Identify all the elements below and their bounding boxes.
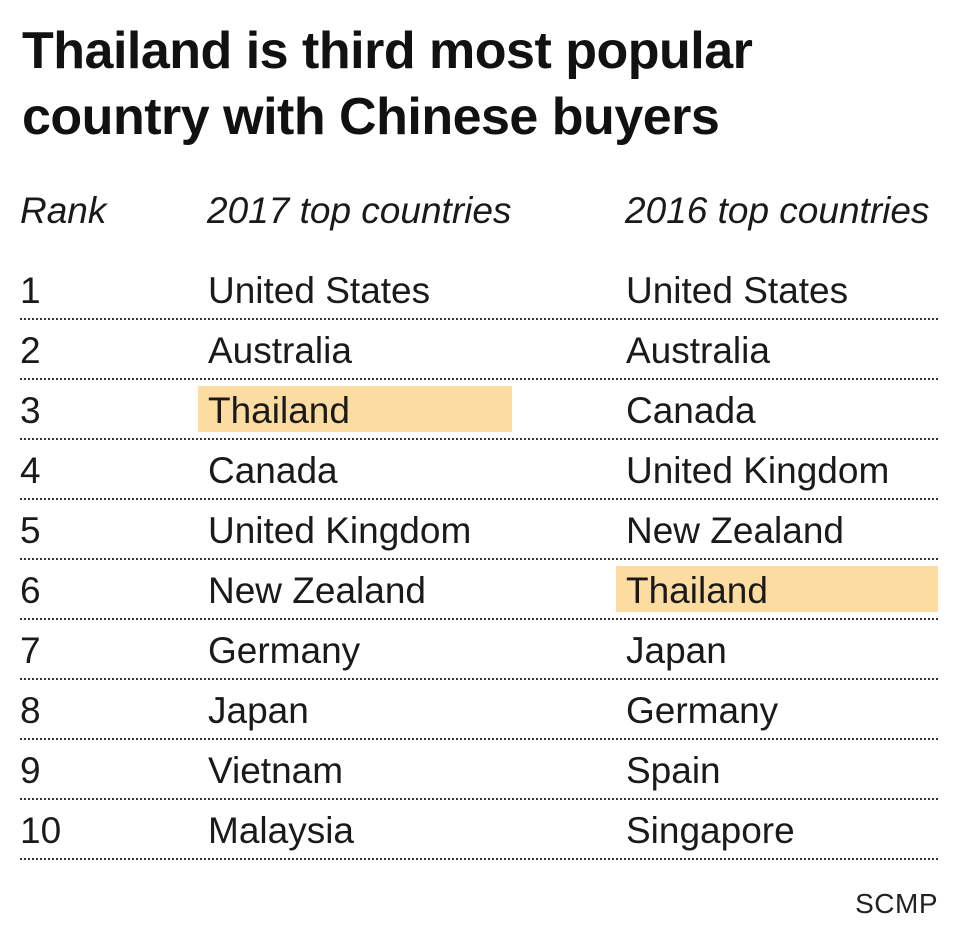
table-row: 9 Vietnam Spain [20, 740, 938, 800]
table-row: 7 Germany Japan [20, 620, 938, 680]
rank-cell: 2 [20, 330, 41, 371]
chart-title: Thailand is third most popular country w… [22, 22, 753, 146]
country-2017-cell: United States [208, 270, 431, 311]
table-row: 6 New Zealand Thailand [20, 560, 938, 620]
country-2016-cell: Japan [626, 630, 727, 671]
country-2016-cell: Canada [626, 390, 756, 431]
country-2017-cell: Malaysia [208, 810, 354, 851]
country-2017-cell: Canada [208, 450, 338, 491]
column-header-2017: 2017 top countries [207, 190, 512, 231]
country-2016-cell: United States [626, 270, 849, 311]
country-2016-cell: Australia [626, 330, 770, 371]
table-row: 4 Canada United Kingdom [20, 440, 938, 500]
table-row: 2 Australia Australia [20, 320, 938, 380]
column-header-rank: Rank [20, 190, 107, 231]
rank-cell: 4 [20, 450, 41, 491]
table-row: 8 Japan Germany [20, 680, 938, 740]
rank-cell: 9 [20, 750, 41, 791]
country-2016-cell: Thailand [626, 570, 768, 611]
table-row: 3 Thailand Canada [20, 380, 938, 440]
table-row: 1 United States United States [20, 260, 938, 320]
highlight-2016 [616, 566, 938, 612]
country-2016-cell: New Zealand [626, 510, 845, 551]
rank-cell: 10 [20, 810, 62, 851]
rank-cell: 1 [20, 270, 41, 311]
country-2017-cell: Japan [208, 690, 309, 731]
rank-cell: 8 [20, 690, 41, 731]
source-credit: SCMP [855, 888, 938, 919]
country-2017-cell: Australia [208, 330, 352, 371]
country-2016-cell: United Kingdom [626, 450, 890, 491]
highlight-2017 [198, 386, 512, 432]
country-2016-cell: Spain [626, 750, 721, 791]
country-2017-cell: Vietnam [208, 750, 344, 791]
table-row: 5 United Kingdom New Zealand [20, 500, 938, 560]
rank-cell: 6 [20, 570, 41, 611]
country-2017-cell: United Kingdom [208, 510, 472, 551]
country-2017-cell: Germany [208, 630, 361, 671]
ranking-table: 1 United States United States 2 Australia Aus… [20, 260, 938, 860]
table-row: 10 Malaysia Singapore [20, 800, 938, 860]
country-2016-cell: Singapore [626, 810, 795, 851]
country-2016-cell: Germany [626, 690, 779, 731]
country-2017-cell: Thailand [208, 390, 350, 431]
rank-cell: 3 [20, 390, 41, 431]
column-header-2016: 2016 top countries [625, 190, 930, 231]
rank-cell: 5 [20, 510, 41, 551]
country-2017-cell: New Zealand [208, 570, 427, 611]
rank-cell: 7 [20, 630, 41, 671]
